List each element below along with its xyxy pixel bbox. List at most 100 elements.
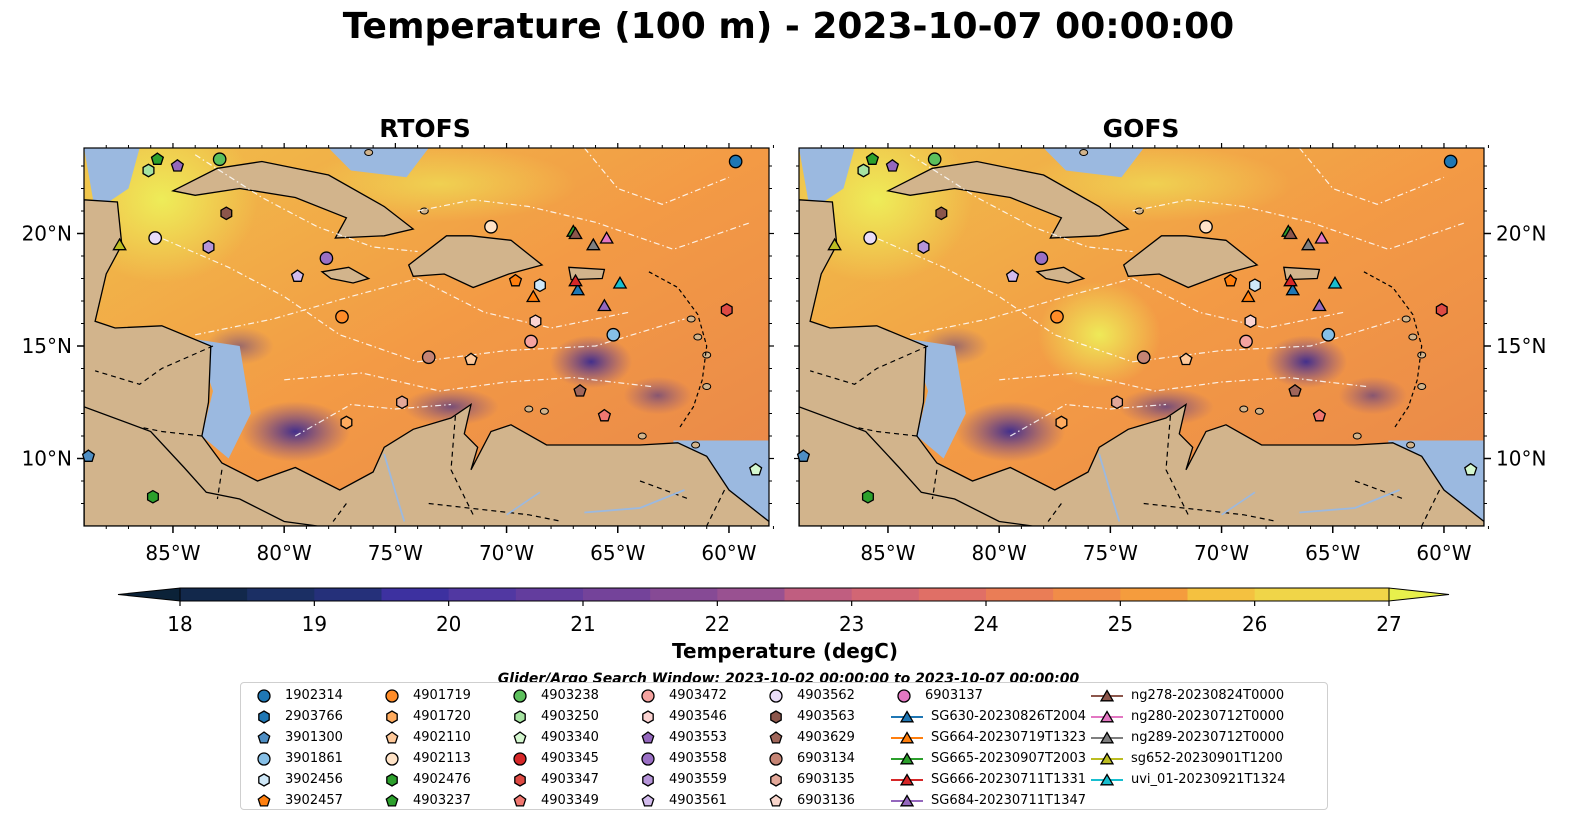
eez-boundary bbox=[865, 232, 1400, 363]
eez-boundary bbox=[910, 277, 1345, 336]
river bbox=[584, 489, 685, 514]
legend-symbol bbox=[1099, 688, 1115, 701]
colorbar-bin bbox=[986, 588, 1054, 601]
land-puerto-rico bbox=[1283, 266, 1321, 281]
colorbar-tick-label: 25 bbox=[1108, 612, 1133, 636]
legend-marker-icon bbox=[641, 793, 655, 807]
legend-marker-icon bbox=[641, 730, 655, 744]
legend-marker-icon bbox=[1091, 709, 1123, 722]
legend-label: ng278-20230824T0000 bbox=[1131, 688, 1285, 703]
country-border bbox=[94, 345, 214, 385]
legend-marker-icon bbox=[642, 709, 654, 724]
obs-marker-ng278-20230824T0000 bbox=[1283, 226, 1298, 240]
legend-label: 4903345 bbox=[541, 751, 599, 766]
obs-marker-6903134 bbox=[1136, 350, 1151, 365]
colorbar-bin bbox=[918, 588, 987, 601]
lon-tick-label: 70°W bbox=[479, 541, 534, 565]
obs-marker-sg652-20230901T1200 bbox=[112, 237, 127, 251]
legend-symbol bbox=[642, 772, 654, 787]
obs-marker-SG684-20230711T1347 bbox=[597, 298, 612, 312]
country-border bbox=[428, 502, 563, 523]
island-arc-contour bbox=[648, 271, 708, 428]
legend-label: 4902113 bbox=[413, 751, 471, 766]
legend-label: 6903135 bbox=[797, 772, 855, 787]
land-small-island bbox=[1417, 383, 1427, 390]
legend-marker-icon bbox=[258, 772, 270, 787]
legend-symbol bbox=[514, 772, 526, 787]
legend-symbol bbox=[258, 709, 270, 724]
obs-marker-3902456 bbox=[1248, 278, 1261, 293]
colorbar-bin bbox=[717, 588, 786, 601]
gofs-map-panel: 85°W 80°W 75°W 70°W 65°W 60°W 20°N 15°N 10°N bbox=[794, 143, 1546, 565]
cold-anomaly bbox=[623, 376, 693, 415]
legend-item: 4901719 bbox=[377, 685, 471, 706]
obs-marker-4903546 bbox=[1244, 314, 1257, 329]
legend-label: 4903237 bbox=[413, 793, 471, 808]
country-border bbox=[1047, 503, 1062, 522]
lon-tick-label: 80°W bbox=[257, 541, 312, 565]
legend-item: 4903340 bbox=[505, 727, 599, 748]
legend-column: 4903562 4903563 4903629 6903134 6903135 69031… bbox=[761, 685, 855, 811]
legend-label: uvi_01-20230921T1324 bbox=[1131, 772, 1286, 787]
legend-marker-icon bbox=[386, 772, 398, 787]
legend-symbol bbox=[386, 772, 398, 787]
legend-label: 4903546 bbox=[669, 709, 727, 724]
legend-marker-icon bbox=[513, 751, 527, 766]
obs-marker-4903558 bbox=[1034, 251, 1049, 266]
legend-marker-icon bbox=[769, 688, 783, 703]
obs-marker-4903340 bbox=[749, 462, 763, 476]
eez-boundary bbox=[1298, 148, 1445, 205]
map-figure: 85°W 80°W 75°W 70°W 65°W 60°W 20°N 15°N 10°N 85°… bbox=[22, 143, 1546, 636]
legend: 1902314 2903766 3901300 3901861 3902456 39024… bbox=[240, 682, 1328, 810]
legend-symbol bbox=[899, 772, 915, 785]
legend-symbol bbox=[513, 793, 527, 807]
lon-tick-label: 65°W bbox=[1305, 541, 1360, 565]
cold-anomaly bbox=[1338, 376, 1408, 415]
legend-symbol bbox=[897, 688, 911, 703]
obs-marker-4903237 bbox=[865, 152, 880, 165]
colorbar-bin bbox=[583, 588, 651, 601]
legend-item: 4903345 bbox=[505, 748, 599, 769]
legend-marker-icon bbox=[257, 751, 271, 766]
legend-item: SG630-20230826T2004 bbox=[889, 706, 1086, 727]
land-small-island bbox=[637, 432, 647, 440]
obs-marker-4901720 bbox=[340, 415, 353, 430]
legend-column: 4903472 4903546 4903553 4903558 4903559 49035… bbox=[633, 685, 727, 811]
legend-item: 4902476 bbox=[377, 769, 471, 790]
legend-symbol bbox=[770, 709, 782, 724]
lon-tick-label: 75°W bbox=[368, 541, 423, 565]
legend-symbol bbox=[769, 793, 783, 807]
legend-marker-icon bbox=[514, 772, 526, 787]
obs-marker-4903559 bbox=[202, 240, 215, 254]
eez-boundary bbox=[583, 148, 730, 205]
land-cuba bbox=[171, 160, 415, 239]
obs-marker-6903135 bbox=[396, 395, 409, 410]
colorbar-bin bbox=[515, 588, 584, 601]
land-small-island bbox=[1079, 149, 1089, 156]
legend-marker-icon bbox=[385, 730, 399, 744]
legend-column: ng278-20230824T0000 ng280-20230712T0000 ng… bbox=[1089, 685, 1285, 790]
legend-marker-icon bbox=[258, 709, 270, 724]
obs-marker-3902457 bbox=[508, 273, 523, 287]
obs-marker-4903472 bbox=[524, 334, 538, 349]
legend-item: 4903237 bbox=[377, 790, 471, 811]
eez-boundary bbox=[1010, 403, 1167, 437]
country-border bbox=[931, 469, 938, 500]
land-small-island bbox=[1417, 351, 1427, 359]
lon-tick-label: 60°W bbox=[701, 541, 756, 565]
map-frame bbox=[798, 147, 1485, 527]
lat-tick-label: 10°N bbox=[22, 447, 72, 471]
legend-item: 3901300 bbox=[249, 727, 343, 748]
obs-marker-4903238 bbox=[212, 152, 227, 167]
legend-marker-icon bbox=[513, 730, 527, 744]
colorbar-bin bbox=[1053, 588, 1121, 601]
legend-column: 6903137 SG630-20230826T2004 SG664-20230719… bbox=[889, 685, 1086, 811]
legend-label: 4903347 bbox=[541, 772, 599, 787]
legend-label: SG630-20230826T2004 bbox=[931, 709, 1087, 724]
legend-symbol bbox=[1099, 730, 1115, 743]
country-border bbox=[1421, 489, 1441, 526]
legend-item: 4903250 bbox=[505, 706, 599, 727]
obs-marker-4903562 bbox=[863, 231, 878, 245]
legend-label: 4902110 bbox=[413, 730, 471, 745]
obs-marker-4901719 bbox=[335, 309, 349, 324]
